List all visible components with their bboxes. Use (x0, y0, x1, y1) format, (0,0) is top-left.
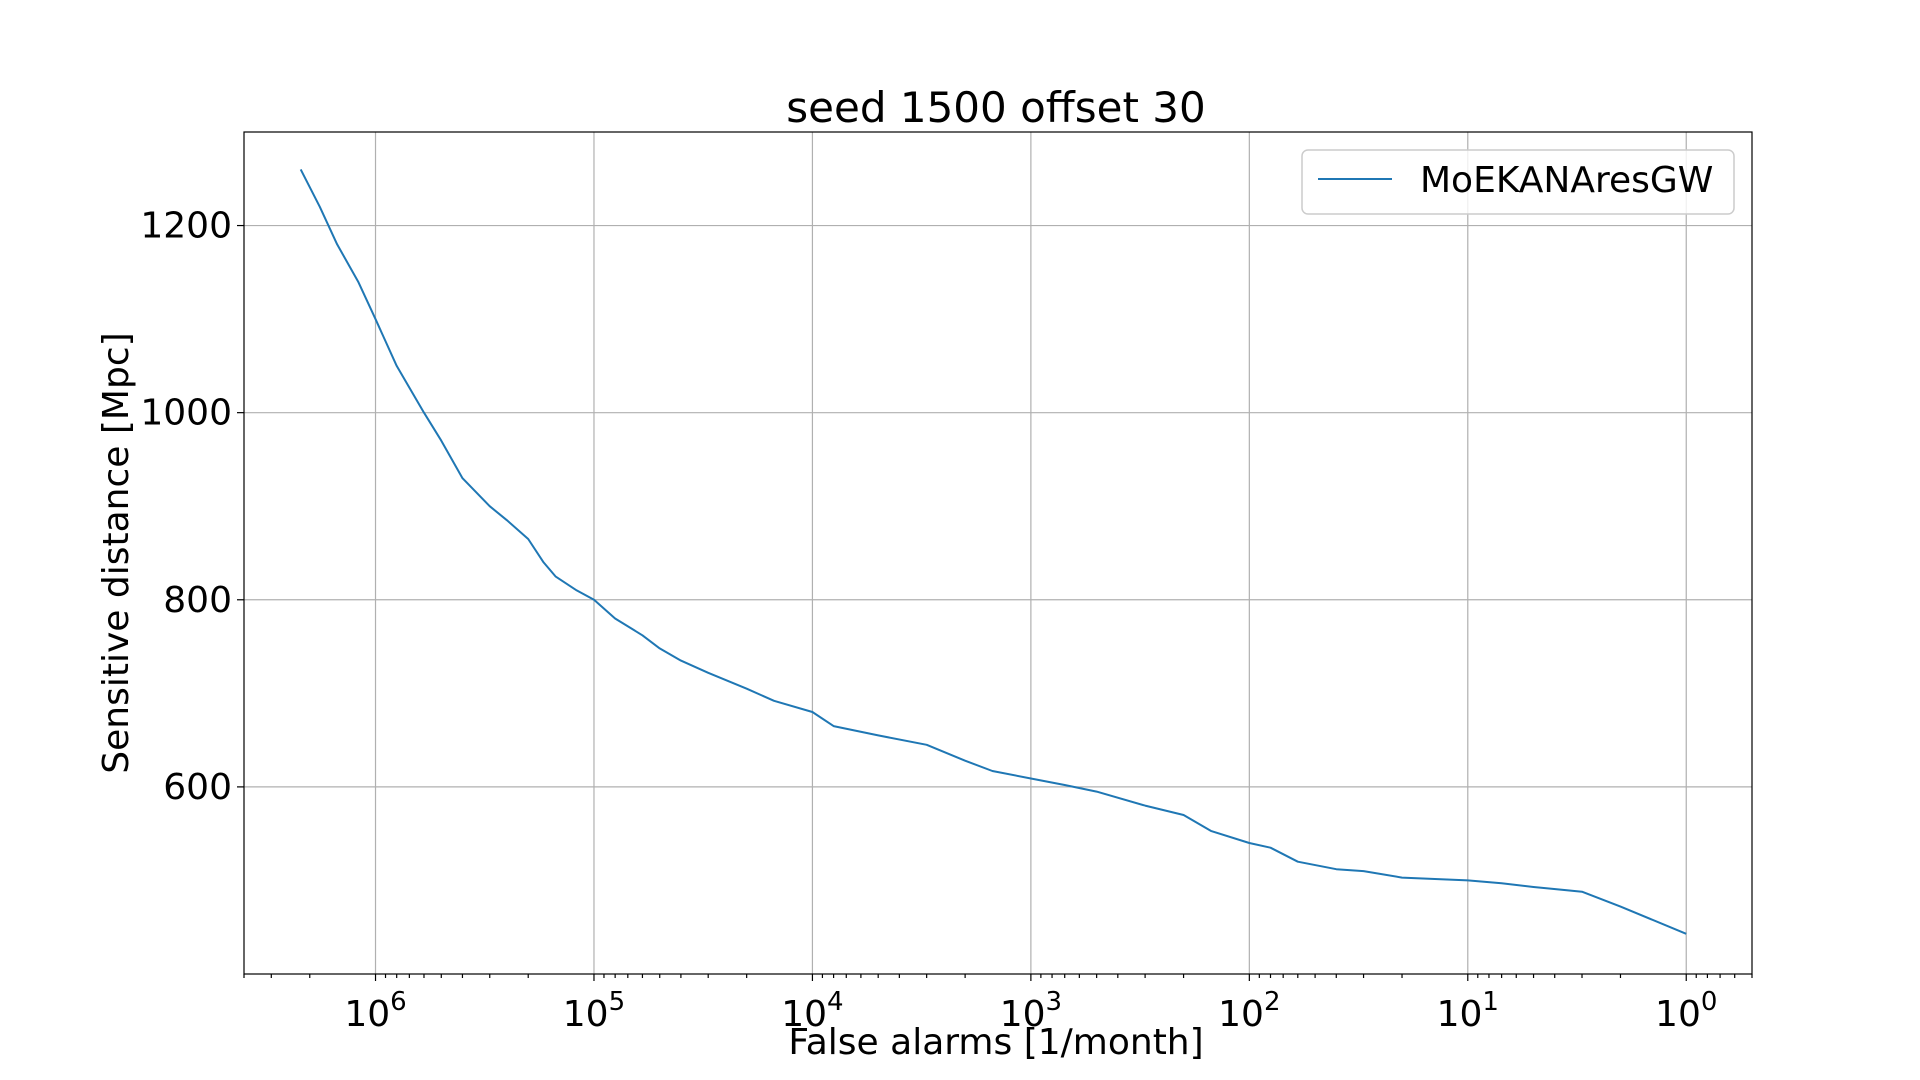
x-tick-label: 106 (344, 987, 406, 1035)
plot-frame (243, 131, 1753, 975)
y-tick-label: 800 (163, 580, 232, 621)
x-tick-label: 105 (563, 987, 625, 1035)
y-axis-label: Sensitive distance [Mpc] (96, 332, 137, 773)
chart-title: seed 1500 offset 30 (786, 83, 1205, 132)
grid (244, 132, 1752, 974)
x-tick-label: 104 (781, 987, 843, 1035)
y-axis: 600 800 1000 1200 (140, 206, 244, 808)
legend: MoEKANAresGW (1301, 149, 1735, 215)
y-tick-label: 1000 (140, 393, 232, 434)
x-tick-label: 102 (1218, 987, 1280, 1035)
x-tick-label: 103 (1000, 987, 1062, 1035)
x-axis-label: False alarms [1/month] (788, 1022, 1203, 1063)
legend-label: MoEKANAresGW (1420, 160, 1713, 201)
y-tick-label: 600 (163, 767, 232, 808)
x-tick-label: 100 (1655, 987, 1717, 1035)
series-line (299, 168, 1687, 935)
x-tick-label: 101 (1437, 987, 1499, 1035)
y-tick-label: 1200 (140, 206, 232, 247)
x-axis: 106 105 104 103 102 101 100 (243, 974, 1753, 1035)
series-layer (299, 168, 1687, 935)
legend-box (1301, 149, 1735, 215)
